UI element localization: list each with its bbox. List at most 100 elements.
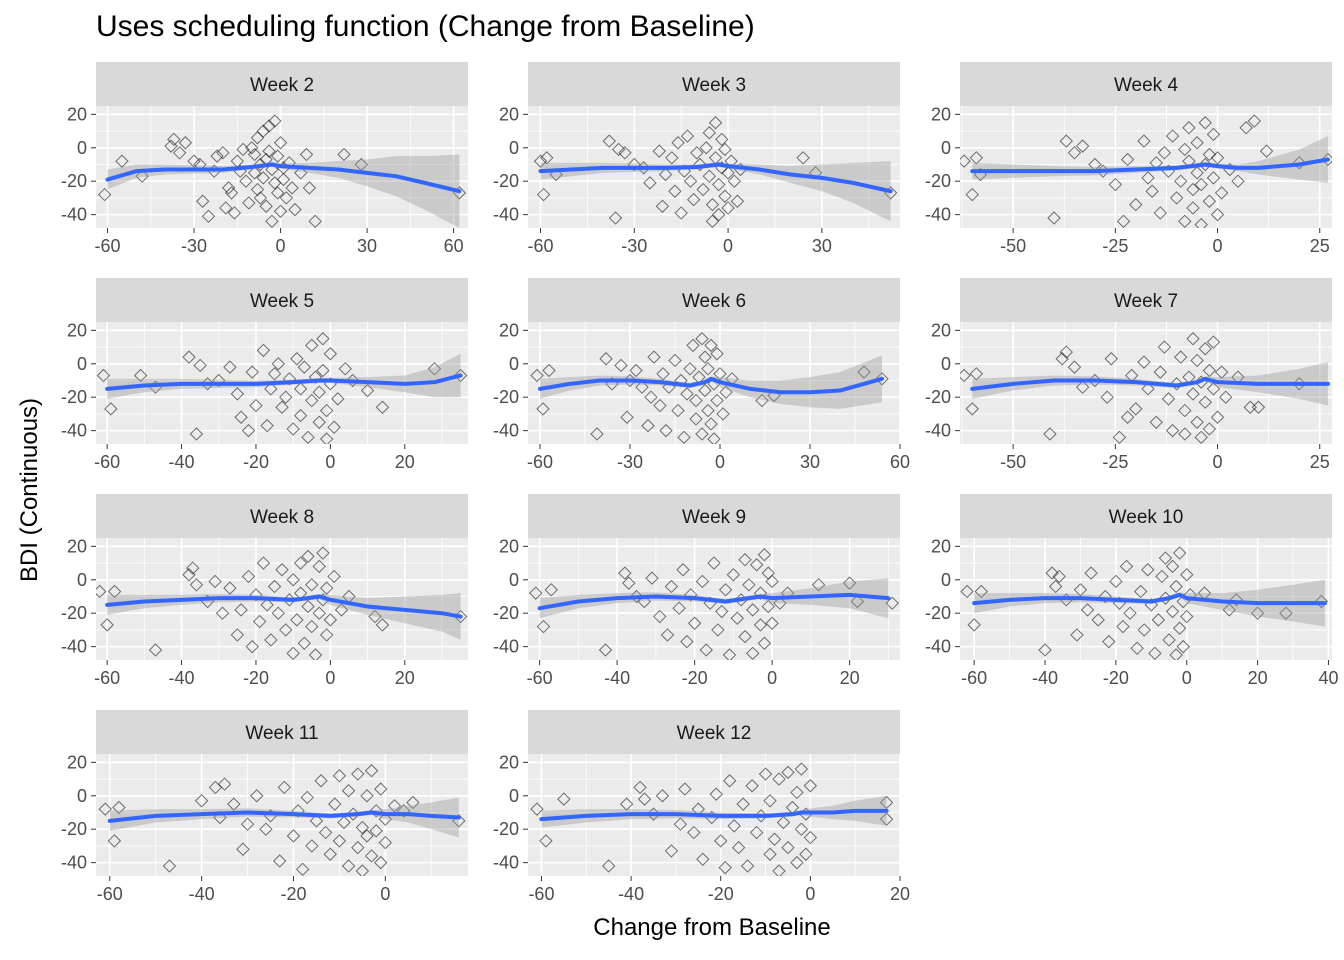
x-tick-label: 60 [444,236,464,256]
data-point [710,393,724,408]
data-point [1174,350,1188,364]
data-point [705,197,720,212]
facet-strip-label: Week 3 [682,75,746,96]
data-point [107,834,122,848]
data-point [689,412,703,426]
y-tick-label: 20 [931,104,951,124]
data-point [216,146,230,160]
data-point [799,847,813,861]
data-point [355,820,370,835]
data-point [727,819,741,833]
x-tick-label: -40 [169,452,195,472]
data-point [267,367,282,381]
data-point [645,571,659,585]
data-point [1178,142,1192,157]
data-point [1075,380,1090,394]
data-point [1047,211,1061,225]
x-tick-label: 0 [723,236,733,256]
data-point [167,132,181,147]
data-point [327,569,341,584]
y-tick-label: -20 [61,819,87,839]
data-point [133,368,148,383]
data-point [683,174,698,188]
data-point [653,609,667,624]
data-point [272,854,287,868]
x-tick-label: -30 [617,452,643,472]
data-point [1109,574,1123,589]
data-point [341,859,356,873]
y-tick-label: -40 [61,637,87,657]
x-tick-label: 0 [715,452,725,472]
data-point [722,648,737,660]
data-point [193,358,207,373]
smooth-line [105,162,462,194]
facet-panel-9: Week 10 20 0 -20 -40 -60 -40 -20 0 20 40 [925,494,1338,688]
data-point [427,362,442,376]
data-point [351,767,365,781]
data-point [1067,146,1082,160]
data-point [673,817,688,831]
y-tick-label: 20 [931,536,951,556]
data-point [1198,395,1212,409]
x-tick-label: 0 [1213,236,1223,256]
x-tick-label: -60 [527,236,553,256]
y-tick-label: 20 [67,752,87,772]
data-point [671,403,685,418]
x-tick-label: -20 [682,668,708,688]
y-tick-label: 0 [941,354,951,374]
data-point [1206,335,1221,349]
confidence-band [107,353,461,399]
y-tick-label: -20 [925,603,951,623]
y-tick-label: -20 [61,387,87,407]
data-point [1169,579,1183,594]
data-point [601,859,616,873]
data-point [271,606,285,620]
data-point [721,201,735,215]
data-point [189,427,204,441]
data-point [201,209,216,224]
data-point [842,576,857,590]
data-point [286,573,300,587]
data-point [259,199,273,213]
y-tick-label: -20 [493,171,519,191]
data-point [637,792,652,806]
facet-strip-label: Week 6 [682,291,746,312]
facet-strip [96,494,468,538]
data-point [664,844,679,858]
data-point [1155,569,1169,584]
x-tick-label: -30 [621,236,647,256]
data-point [294,166,308,180]
data-point [279,390,293,404]
data-point [1186,182,1200,197]
points-layer [960,114,1332,228]
data-point [293,556,308,570]
data-point [719,385,733,399]
data-point [695,332,709,346]
data-point [1108,177,1123,192]
data-point [323,613,338,627]
y-tick-label: -20 [61,171,87,191]
data-point [678,782,692,796]
data-point [1129,197,1143,212]
y-tick-label: -40 [925,637,951,657]
x-tick-label: -20 [243,452,269,472]
data-point [96,368,111,383]
data-point [960,154,971,168]
data-point [618,146,632,160]
x-tick-label: 0 [325,668,335,688]
data-point [300,790,314,805]
smooth-layer [105,353,463,399]
data-point [253,191,268,205]
data-point [351,840,365,855]
data-point [172,146,187,160]
data-point [714,834,728,848]
data-point [652,144,667,158]
data-point [1045,566,1059,580]
data-point [658,167,673,182]
data-point [781,840,795,855]
data-point [96,584,107,599]
data-point [453,368,468,383]
data-point [1202,363,1217,378]
data-point [1120,152,1135,167]
data-point [1194,177,1208,192]
